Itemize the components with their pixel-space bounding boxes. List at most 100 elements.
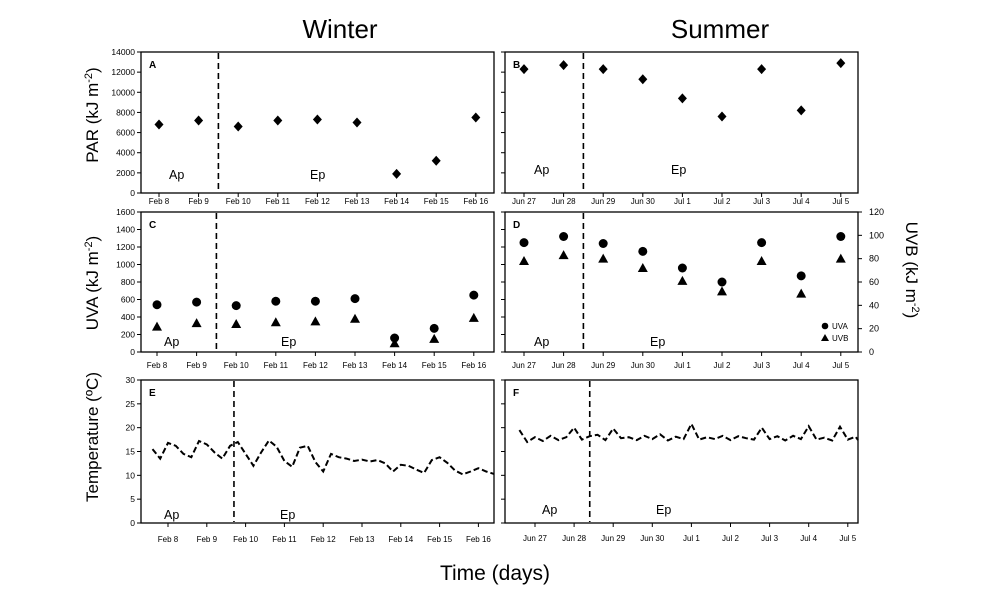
legend-uvb-marker bbox=[821, 334, 829, 341]
y-tick-label: 10000 bbox=[111, 87, 135, 97]
diamond-point bbox=[717, 111, 727, 122]
panel-letter: F bbox=[513, 388, 519, 399]
y-tick-label: 4000 bbox=[116, 148, 135, 158]
uvb-point bbox=[231, 319, 242, 328]
uvb-point bbox=[598, 253, 609, 263]
x-tick-label: Feb 14 bbox=[382, 361, 407, 370]
diamond-point bbox=[312, 114, 322, 125]
x-tick-label: Feb 8 bbox=[158, 535, 179, 544]
panel-f: Jun 27 Jun 28 Jun 29 Jun 30 Jul 1 Jul 2 Jul 3 J… bbox=[501, 379, 859, 543]
x-tick-label: Jul 2 bbox=[714, 361, 731, 370]
x-tick-label: Jun 29 bbox=[601, 534, 626, 543]
uva-point bbox=[519, 238, 529, 248]
plot-frame bbox=[140, 211, 495, 353]
winter-title: Winter bbox=[302, 14, 377, 44]
legend-entry: UVB bbox=[832, 334, 848, 343]
diamond-point bbox=[796, 105, 806, 116]
y2-tick-label: 100 bbox=[869, 230, 884, 240]
uva-point bbox=[717, 277, 727, 287]
legend-entry: UVA bbox=[832, 322, 849, 331]
uva-point bbox=[390, 333, 400, 343]
y-tick-label: 800 bbox=[121, 277, 135, 287]
x-tick-label: Jun 29 bbox=[591, 361, 616, 370]
x-tick-label: Feb 10 bbox=[233, 535, 258, 544]
y-tick-label: 15 bbox=[126, 447, 136, 457]
x-tick-label: Jul 3 bbox=[753, 197, 770, 206]
diamond-point bbox=[519, 64, 529, 75]
y-tick-label: 6000 bbox=[116, 128, 135, 138]
x-tick-label: Jul 1 bbox=[683, 534, 700, 543]
y-tick-label: 5 bbox=[130, 494, 135, 504]
x-tick-label: Jun 27 bbox=[523, 534, 548, 543]
period-label-ep: Ep bbox=[656, 503, 671, 517]
y2-tick-label: 60 bbox=[869, 277, 879, 287]
diamond-point bbox=[677, 93, 687, 104]
y-tick-label: 1200 bbox=[116, 242, 135, 252]
x-tick-label: Feb 12 bbox=[311, 535, 336, 544]
x-tick-label: Jul 5 bbox=[832, 197, 849, 206]
diamond-point bbox=[638, 74, 648, 85]
period-label-ap: Ap bbox=[164, 335, 179, 349]
x-tick-label: Feb 13 bbox=[350, 535, 375, 544]
y2-tick-label: 40 bbox=[869, 300, 879, 310]
x-tick-label: Feb 8 bbox=[147, 361, 168, 370]
panel-b: Jun 27 Jun 28 Jun 29 Jun 30 Jul 1 Jul 2 Jul 3 J… bbox=[501, 51, 859, 206]
x-tick-label: Feb 14 bbox=[384, 197, 409, 206]
x-tick-label: Jul 4 bbox=[793, 361, 810, 370]
uvb-point bbox=[756, 256, 767, 265]
x-tick-label: Jun 30 bbox=[631, 197, 656, 206]
uvb-point bbox=[270, 317, 281, 327]
x-tick-label: Jun 30 bbox=[631, 361, 656, 370]
uvb-point bbox=[835, 253, 846, 263]
x-tick-label: Feb 9 bbox=[186, 361, 207, 370]
period-label-ap: Ap bbox=[534, 163, 549, 177]
period-label-ap: Ap bbox=[169, 168, 184, 182]
x-tick-label: Jul 4 bbox=[793, 197, 810, 206]
uvb-point bbox=[796, 288, 807, 298]
uva-point bbox=[231, 301, 241, 311]
uva-axis-title: UVA (kJ m-2) bbox=[83, 236, 102, 330]
panel-letter: D bbox=[513, 220, 520, 231]
x-tick-label: Jul 2 bbox=[722, 534, 739, 543]
y2-tick-label: 20 bbox=[869, 324, 879, 334]
y-tick-label: 12000 bbox=[111, 67, 135, 77]
y-tick-label: 14000 bbox=[111, 47, 135, 57]
uva-point bbox=[310, 296, 320, 306]
x-tick-label: Feb 15 bbox=[427, 535, 452, 544]
y2-tick-label: 120 bbox=[869, 207, 884, 217]
x-tick-label: Feb 11 bbox=[266, 197, 291, 206]
uvb-point bbox=[677, 275, 688, 285]
period-label-ep: Ep bbox=[671, 163, 686, 177]
uva-point bbox=[836, 232, 846, 241]
x-tick-label: Feb 16 bbox=[461, 361, 486, 370]
diamond-point bbox=[431, 155, 441, 166]
diamond-point bbox=[836, 58, 846, 69]
uva-point bbox=[192, 297, 202, 307]
x-tick-label: Jun 28 bbox=[552, 361, 577, 370]
diamond-point bbox=[598, 64, 608, 75]
panel-letter: C bbox=[149, 220, 156, 231]
y-tick-label: 25 bbox=[126, 399, 136, 409]
uva-point bbox=[757, 238, 767, 248]
panel-d: 0 20 40 60 80 100 120 Jun 27 Jun 28 Jun 29 Jun 30 J… bbox=[501, 207, 884, 370]
y-tick-label: 1000 bbox=[116, 260, 135, 270]
x-tick-label: Jun 28 bbox=[562, 534, 587, 543]
uvb-axis-title: UVB (kJ m-2) bbox=[902, 222, 921, 319]
x-tick-label: Jun 30 bbox=[640, 534, 665, 543]
uva-point bbox=[350, 294, 360, 304]
y-tick-label: 20 bbox=[126, 423, 136, 433]
plot-frame bbox=[504, 51, 859, 194]
period-label-ep: Ep bbox=[650, 335, 665, 349]
uvb-point bbox=[637, 263, 648, 272]
diamond-point bbox=[273, 115, 283, 126]
par-axis-title: PAR (kJ m-2) bbox=[83, 67, 102, 162]
panel-letter: B bbox=[513, 60, 520, 71]
temperature-axis-title: Temperature (ºC) bbox=[83, 372, 102, 502]
x-tick-label: Feb 14 bbox=[388, 535, 413, 544]
x-tick-label: Jul 3 bbox=[761, 534, 778, 543]
uva-point bbox=[469, 290, 479, 300]
x-tick-label: Feb 9 bbox=[188, 197, 209, 206]
plot-frame bbox=[504, 379, 859, 524]
